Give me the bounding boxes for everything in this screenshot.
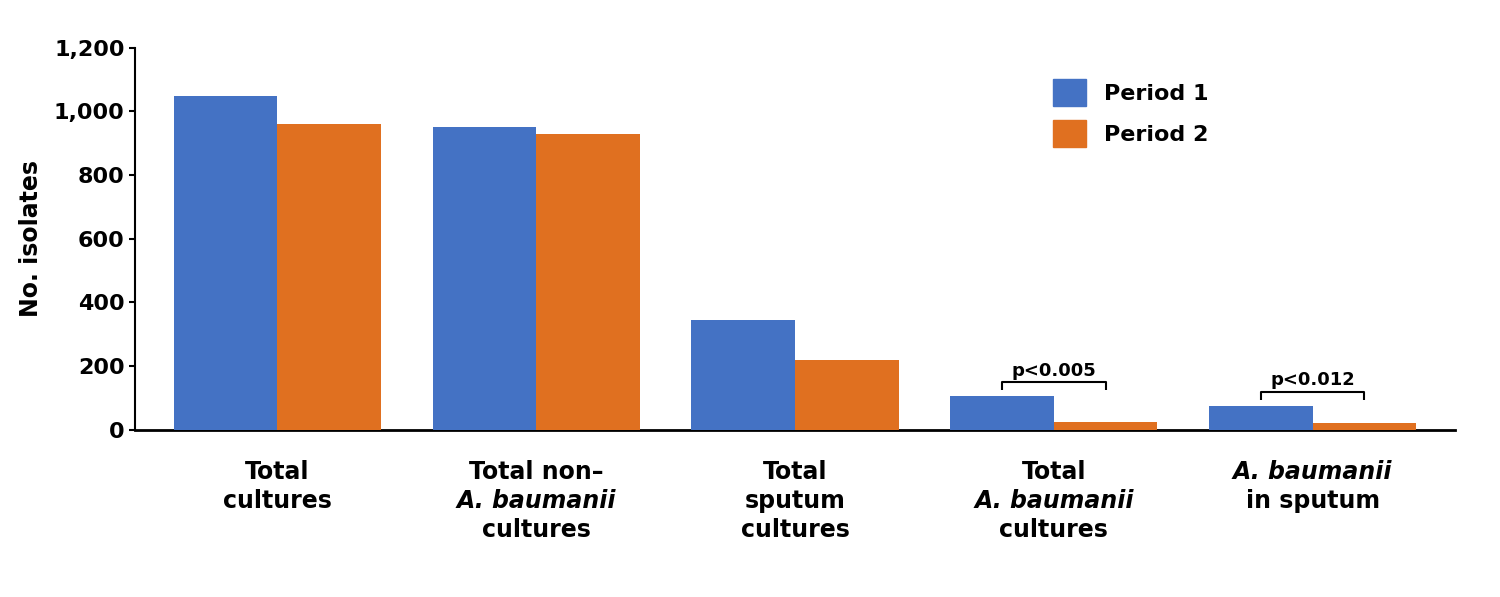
Legend: Period 1, Period 2: Period 1, Period 2 [1044, 70, 1217, 156]
Bar [278, 124, 381, 430]
Bar [795, 360, 898, 430]
Bar [951, 396, 1054, 430]
Text: A. baumanii: A. baumanii [974, 489, 1134, 513]
Text: cultures: cultures [482, 518, 591, 541]
Text: Total: Total [244, 460, 309, 484]
Text: cultures: cultures [999, 518, 1108, 541]
Text: in sputum: in sputum [1245, 489, 1380, 513]
Text: sputum: sputum [744, 489, 846, 513]
Bar [432, 127, 536, 430]
Bar [536, 134, 639, 430]
Text: cultures: cultures [224, 489, 332, 513]
Y-axis label: No. isolates: No. isolates [18, 161, 42, 317]
Text: Total: Total [1022, 460, 1086, 484]
Bar [692, 320, 795, 430]
Bar [174, 96, 278, 430]
Text: Total non–: Total non– [470, 460, 603, 484]
Bar [1054, 422, 1158, 430]
Text: Total: Total [764, 460, 828, 484]
Text: p<0.012: p<0.012 [1270, 371, 1354, 389]
Bar [1209, 406, 1312, 430]
Text: p<0.005: p<0.005 [1011, 362, 1096, 380]
Text: A. baumanii: A. baumanii [456, 489, 616, 513]
Text: cultures: cultures [741, 518, 849, 541]
Bar [1312, 423, 1416, 430]
Text: A. baumanii: A. baumanii [1233, 460, 1392, 484]
